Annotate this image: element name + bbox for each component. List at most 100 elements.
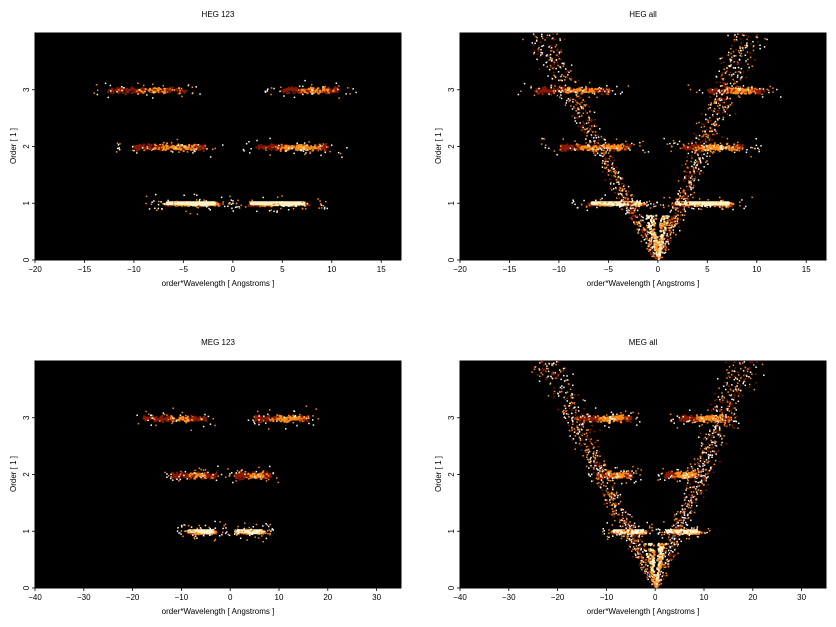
heatmap-cell: [588, 130, 590, 132]
heatmap-cell: [317, 147, 320, 150]
heatmap-cell: [196, 213, 199, 215]
heatmap-cell: [625, 193, 628, 196]
heatmap-cell: [328, 92, 330, 94]
heatmap-cell: [298, 85, 301, 88]
heatmap-cell: [705, 118, 707, 121]
heatmap-cell: [334, 86, 337, 89]
heatmap-cell: [726, 92, 728, 94]
heatmap-cell: [652, 233, 654, 235]
heatmap-cell: [726, 67, 728, 69]
heatmap-cell: [647, 151, 650, 153]
heatmap-cell: [655, 256, 657, 259]
heatmap-cell: [684, 192, 686, 194]
heatmap-cell: [572, 200, 575, 203]
heatmap-cell: [751, 65, 753, 67]
heatmap-cell: [621, 188, 624, 190]
heatmap-cell: [96, 89, 99, 91]
heatmap-cell: [682, 202, 684, 205]
heatmap-cell: [638, 207, 640, 209]
heatmap-cell: [571, 108, 574, 110]
heatmap-cell: [179, 89, 181, 92]
heatmap-cell: [606, 149, 609, 151]
heatmap-cell: [733, 92, 735, 94]
heatmap-cell: [196, 145, 199, 148]
heatmap-cell: [690, 181, 692, 184]
heatmap-cell: [750, 43, 752, 45]
heatmap-cell: [158, 146, 161, 149]
heatmap-cell: [672, 140, 675, 142]
heatmap-cell: [671, 218, 673, 220]
heatmap-cell: [319, 200, 321, 202]
heatmap-cell: [269, 144, 272, 147]
heatmap-cell: [668, 224, 670, 226]
heatmap-cell: [168, 202, 171, 204]
heatmap-cell: [601, 152, 603, 155]
heatmap-cell: [638, 205, 640, 208]
heatmap-cell: [577, 148, 579, 151]
heatmap-cell: [621, 190, 624, 192]
heatmap-cell: [608, 146, 611, 149]
heatmap-cell: [287, 145, 290, 148]
heatmap-cell: [317, 92, 320, 95]
heatmap-cell: [203, 143, 206, 146]
heatmap-cell: [639, 215, 642, 217]
heatmap-cell: [631, 217, 633, 220]
heatmap-cell: [754, 147, 756, 150]
heatmap-cell: [707, 134, 710, 137]
heatmap-cell: [589, 146, 591, 149]
heatmap-cell: [541, 35, 543, 38]
heatmap-cell: [606, 143, 608, 145]
heatmap-cell: [577, 108, 580, 111]
heatmap-cell: [578, 115, 581, 118]
heatmap-cell: [704, 139, 707, 141]
heatmap-cell: [134, 147, 137, 150]
heatmap-cell: [622, 186, 624, 188]
heatmap-cell: [325, 92, 328, 95]
heatmap-cell: [693, 191, 695, 194]
heatmap-cell: [573, 98, 576, 101]
heatmap-cell: [723, 98, 726, 101]
heatmap-cell: [143, 90, 146, 93]
heatmap-cell: [623, 189, 626, 191]
heatmap-cell: [138, 145, 141, 148]
heatmap-cell: [736, 81, 738, 83]
heatmap-cell: [647, 226, 650, 229]
heatmap-cell: [645, 235, 648, 237]
heatmap-cell: [670, 221, 672, 223]
heatmap-cell: [692, 208, 695, 210]
heatmap-cell: [653, 223, 656, 226]
heatmap-cell: [688, 206, 690, 208]
heatmap-cell: [171, 87, 173, 90]
heatmap-cell: [542, 90, 545, 93]
heatmap-cell: [183, 194, 185, 196]
heatmap-cell: [600, 151, 602, 154]
heatmap-cell: [153, 200, 155, 202]
heatmap-cell: [318, 207, 320, 209]
heatmap-cell: [720, 97, 722, 99]
heatmap-cell: [301, 88, 304, 91]
heatmap-cell: [682, 204, 684, 207]
heatmap-cell: [593, 124, 596, 126]
heatmap-cell: [636, 199, 638, 202]
heatmap-cell: [309, 147, 312, 149]
heatmap-cell: [611, 164, 613, 166]
heatmap-cell: [695, 143, 698, 146]
heatmap-cell: [676, 207, 679, 209]
heatmap-cell: [167, 203, 169, 206]
heatmap-cell: [588, 204, 591, 207]
heatmap-cell: [566, 87, 569, 89]
heatmap-cell: [718, 97, 721, 100]
heatmap-cell: [619, 186, 621, 189]
heatmap-cell: [674, 220, 676, 223]
heatmap-cell: [632, 214, 634, 217]
heatmap-cell: [685, 178, 687, 180]
heatmap-cell: [564, 84, 567, 87]
heatmap-cell: [541, 88, 544, 91]
heatmap-cell: [584, 100, 586, 103]
heatmap-cell: [638, 229, 640, 231]
heatmap-cell: [689, 180, 692, 182]
heatmap-cell: [723, 61, 725, 63]
x-tick-label: 10: [327, 265, 336, 274]
heatmap-cell: [729, 60, 732, 62]
heatmap-cell: [739, 205, 741, 207]
